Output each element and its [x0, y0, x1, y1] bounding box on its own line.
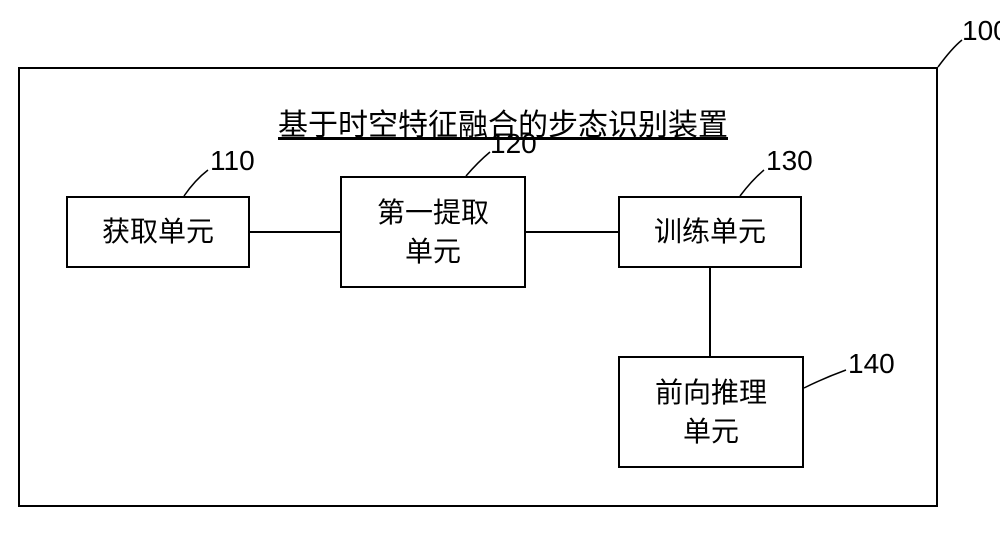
- node-label-acquire-unit: 获取单元: [102, 212, 214, 251]
- edge-train-unit-to-forward-inference-unit: [709, 268, 711, 356]
- ref-label-acquire-unit: 110: [210, 145, 255, 177]
- ref-leader-acquire-unit: [182, 168, 210, 198]
- node-train-unit: 训练单元: [618, 196, 802, 268]
- node-forward-inference-unit: 前向推理单元: [618, 356, 804, 468]
- node-label-forward-inference-unit: 前向推理单元: [655, 373, 767, 451]
- node-label-train-unit: 训练单元: [654, 212, 766, 251]
- node-label-first-extract-unit: 第一提取单元: [377, 193, 489, 271]
- ref-label-forward-inference-unit: 140: [848, 348, 895, 380]
- ref-leader-train-unit: [738, 168, 766, 198]
- edge-acquire-unit-to-first-extract-unit: [250, 231, 340, 233]
- container-ref-leader: [936, 38, 964, 69]
- node-first-extract-unit: 第一提取单元: [340, 176, 526, 288]
- ref-leader-forward-inference-unit: [802, 368, 848, 390]
- ref-label-first-extract-unit: 120: [490, 128, 537, 160]
- edge-first-extract-unit-to-train-unit: [526, 231, 618, 233]
- node-acquire-unit: 获取单元: [66, 196, 250, 268]
- container-ref-label: 100: [962, 15, 1000, 47]
- ref-leader-first-extract-unit: [464, 150, 492, 178]
- ref-label-train-unit: 130: [766, 145, 813, 177]
